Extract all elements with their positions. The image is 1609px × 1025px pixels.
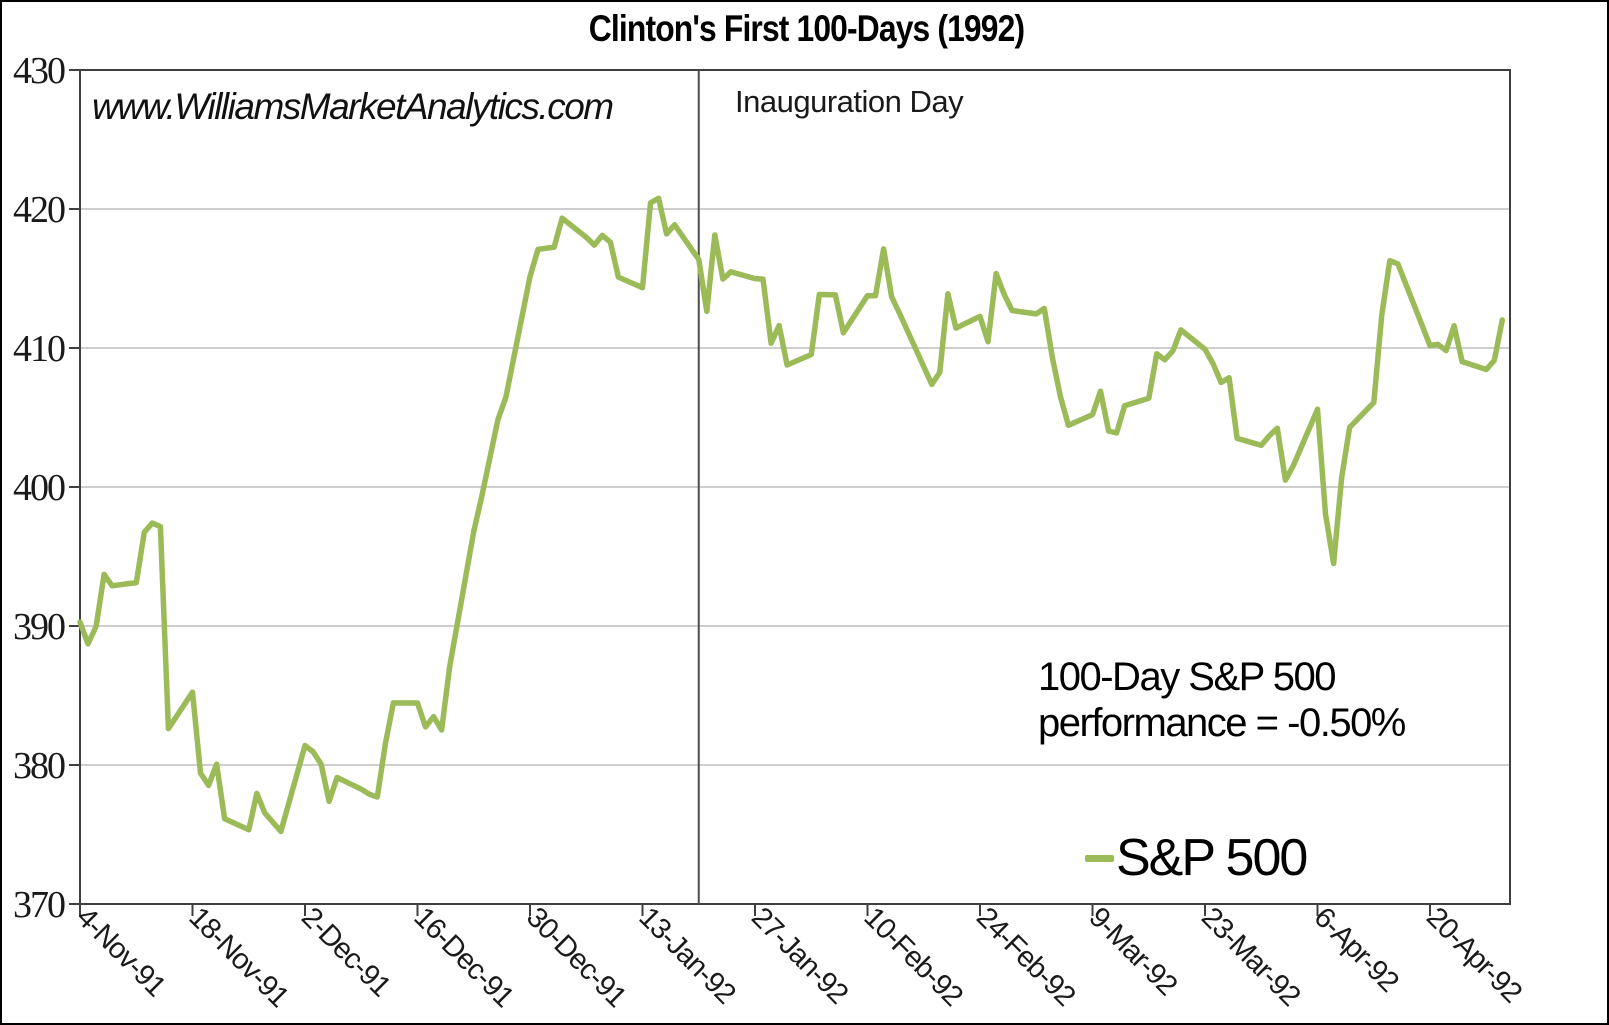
x-tick-label: 10-Feb-92 — [858, 901, 969, 1012]
x-tick-label: 2-Dec-91 — [295, 901, 396, 1002]
y-tick-label: 410 — [13, 328, 65, 370]
legend-line-swatch-icon — [1085, 854, 1114, 862]
y-tick-label: 400 — [13, 467, 65, 509]
y-tick-label: 430 — [13, 50, 65, 92]
x-tick-label: 18-Nov-91 — [183, 901, 295, 1013]
x-tick-label: 4-Nov-91 — [70, 901, 171, 1002]
annotation-line-2: performance = -0.50% — [1038, 701, 1406, 745]
x-tick-label: 27-Jan-92 — [745, 901, 854, 1010]
x-tick-label: 6-Apr-92 — [1308, 901, 1405, 998]
x-tick-label: 24-Feb-92 — [970, 901, 1081, 1012]
x-tick-label: 13-Jan-92 — [633, 901, 742, 1010]
inauguration-day-label: Inauguration Day — [735, 84, 964, 119]
legend-label: S&P 500 — [1116, 829, 1308, 887]
y-tick-label: 380 — [13, 745, 65, 787]
chart-title: Clinton's First 100-Days (1992) — [588, 8, 1025, 49]
y-tick-label: 370 — [13, 884, 65, 926]
y-tick-label: 390 — [13, 606, 65, 648]
x-tick-label: 16-Dec-91 — [408, 901, 520, 1013]
x-tick-label: 9-Mar-92 — [1083, 901, 1183, 1001]
performance-annotation: 100-Day S&P 500 performance = -0.50% — [1038, 654, 1406, 746]
annotation-line-1: 100-Day S&P 500 — [1038, 655, 1336, 699]
y-tick-label: 420 — [13, 189, 65, 231]
sp500-price-line — [77, 195, 1506, 835]
x-tick-label: 20-Apr-92 — [1420, 901, 1527, 1008]
x-tick-label: 30-Dec-91 — [520, 901, 632, 1013]
x-tick-label: 23-Mar-92 — [1195, 901, 1306, 1012]
watermark: www.WilliamsMarketAnalytics.com — [92, 86, 614, 127]
legend: S&P 500 — [1085, 826, 1308, 890]
